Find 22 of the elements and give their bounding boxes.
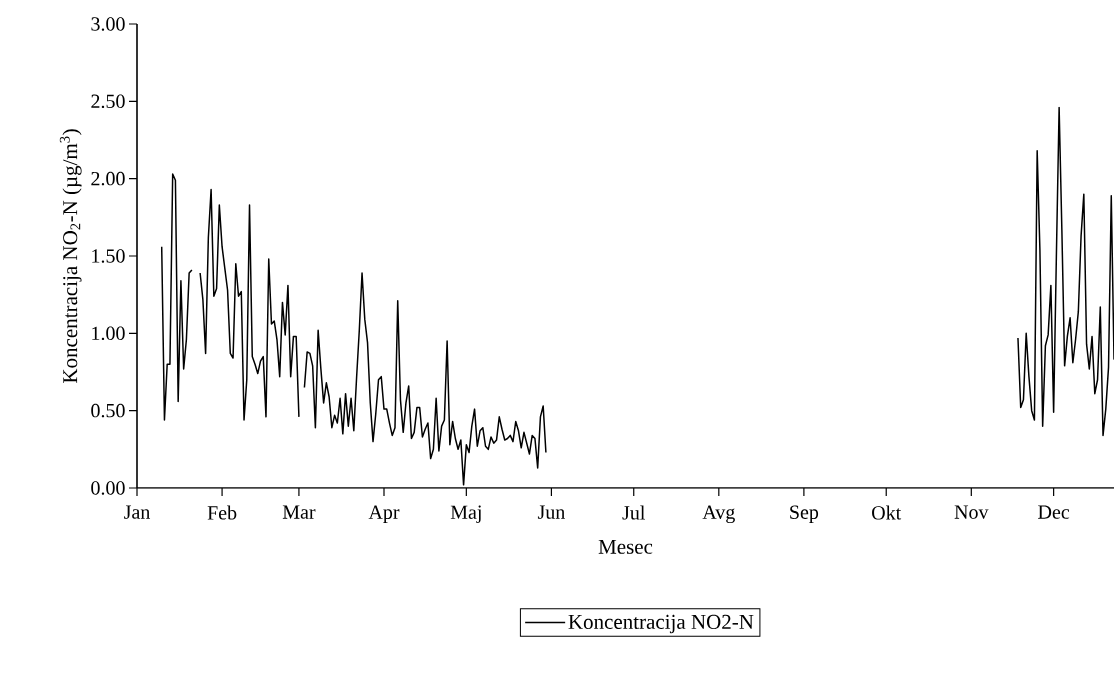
- legend-label: Koncentracija NO2-N: [568, 614, 754, 634]
- x-tick-label: Mar: [282, 505, 316, 519]
- x-tick-label: Feb: [207, 505, 237, 520]
- x-tick-label: Nov: [954, 505, 989, 519]
- x-tick-label: Jul: [622, 505, 646, 520]
- x-axis-title: Mesec: [598, 539, 653, 554]
- y-tick-label: 2.00: [91, 171, 125, 186]
- x-tick-label: Jan: [124, 505, 151, 519]
- x-tick-label: Dec: [1038, 505, 1070, 519]
- x-tick-label: Sep: [790, 505, 819, 524]
- x-tick-label: Okt: [872, 505, 902, 520]
- x-tick-label: Maj: [450, 505, 481, 524]
- y-tick-label: 3.00: [91, 17, 125, 31]
- x-tick-label: Jun: [537, 505, 565, 519]
- x-tick-label: Avg: [702, 505, 735, 524]
- y-axis-title: Koncentracija NO$_{2}$-N (µg/m$^{3}$): [59, 129, 82, 383]
- y-tick-label: 0.00: [91, 481, 125, 495]
- y-tick-label: 2.50: [91, 94, 125, 109]
- y-tick-label: 1.50: [92, 249, 125, 263]
- x-tick-label: Apr: [368, 505, 400, 523]
- y-tick-label: 0.50: [91, 403, 125, 418]
- y-tick-label: 1.00: [92, 326, 125, 341]
